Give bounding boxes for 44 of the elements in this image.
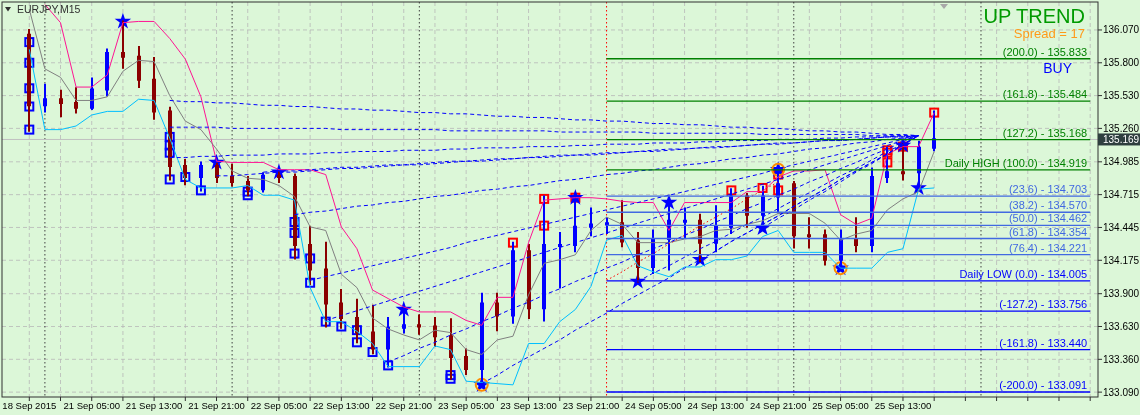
x-tick-label: 23 Sep 21:00 [562,400,620,411]
y-tick-label: 135.800 [1103,57,1140,69]
y-tick-label: 133.900 [1103,288,1140,300]
x-tick-label: 21 Sep 05:00 [63,400,120,411]
series-label: (-200.0) - 133.091 [999,379,1088,392]
x-tick-label: 24 Sep 21:00 [749,400,807,411]
series-label: Daily LOW (0.0) - 134.005 [959,267,1088,280]
x-tick-label: 22 Sep 05:00 [250,400,308,411]
x-tick-label: 18 Sep 2015 [2,400,57,411]
series-label: (76.4) - 134.221 [1008,241,1088,254]
y-tick-label: 134.715 [1103,189,1140,201]
x-tick-label: 23 Sep 13:00 [500,400,557,411]
series-label: (23.6) - 134.703 [1008,183,1088,196]
y-tick-label: 134.445 [1103,221,1140,233]
series-label: (-161.8) - 133.440 [999,336,1088,349]
series-label: Daily HIGH (100.0) - 134.919 [944,156,1088,169]
x-tick-label: 24 Sep 13:00 [687,400,745,411]
x-tick-label: 23 Sep 05:00 [437,400,495,411]
series-label: (38.2) - 134.570 [1008,199,1088,212]
x-tick-label: 25 Sep 05:00 [812,400,869,411]
x-tick-label: 21 Sep 21:00 [188,400,245,411]
y-tick-label: 134.175 [1103,254,1140,266]
annotation: UP TREND [983,5,1085,27]
x-tick-label: 22 Sep 21:00 [375,400,432,411]
y-tick-label: 135.530 [1103,90,1140,102]
series-label: (127.2) - 135.168 [1002,126,1088,139]
series-label: (200.0) - 135.833 [1002,45,1088,58]
y-tick-label: 133.090 [1103,386,1140,398]
annotation: Spread = 17 [1013,26,1085,41]
series-label: (50.0) - 134.462 [1008,212,1088,225]
ref-line-label: 135.169 [1103,133,1140,145]
y-tick-label: 133.360 [1103,353,1140,365]
annotation: BUY [1043,60,1073,76]
x-tick-label: 22 Sep 13:00 [313,400,370,411]
series-label: (161.8) - 135.484 [1002,88,1088,101]
y-tick-label: 136.070 [1103,24,1140,36]
x-tick-label: 24 Sep 05:00 [625,400,682,411]
series-label: (61.8) - 134.354 [1008,225,1088,238]
x-tick-label: 25 Sep 13:00 [874,400,932,411]
y-tick-label: 135.260 [1103,122,1140,134]
series-label: (-127.2) - 133.756 [999,298,1088,311]
x-tick-label: 21 Sep 13:00 [125,400,183,411]
y-tick-label: 133.630 [1103,321,1140,333]
y-tick-label: 134.985 [1103,156,1140,168]
